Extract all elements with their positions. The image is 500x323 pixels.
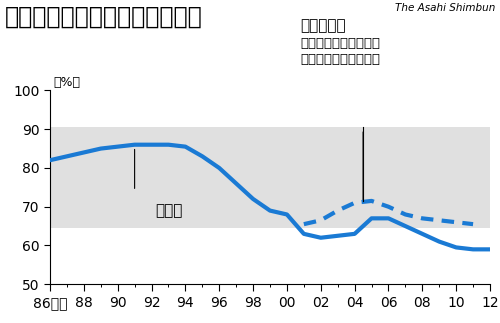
Text: 納付率: 納付率: [155, 203, 182, 218]
Text: 最終納付率: 最終納付率: [300, 18, 346, 33]
Bar: [50, 127, 490, 228]
Text: The Asahi Shimbun: The Asahi Shimbun: [394, 3, 495, 13]
Text: 後払い分を含めたもの: 後払い分を含めたもの: [300, 53, 380, 66]
Text: 期限から２年後までの: 期限から２年後までの: [300, 37, 380, 50]
Text: 国民年金の保険料納付率の推移: 国民年金の保険料納付率の推移: [5, 5, 203, 29]
Text: （%）: （%）: [54, 76, 80, 89]
